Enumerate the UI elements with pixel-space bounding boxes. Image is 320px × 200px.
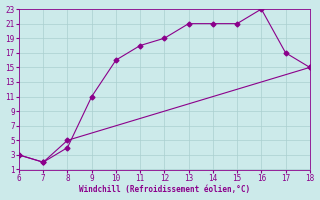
X-axis label: Windchill (Refroidissement éolien,°C): Windchill (Refroidissement éolien,°C): [79, 185, 250, 194]
